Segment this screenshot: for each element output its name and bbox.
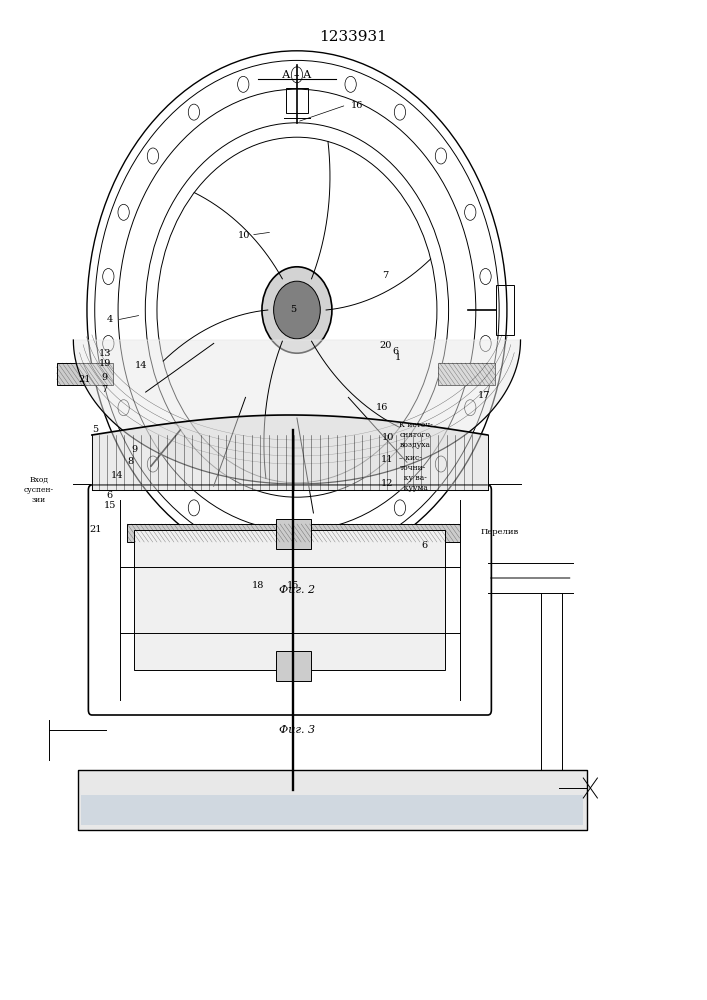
Circle shape <box>395 104 406 120</box>
Text: 18: 18 <box>252 580 264 589</box>
Text: 21: 21 <box>78 375 91 384</box>
Circle shape <box>103 335 114 351</box>
Circle shape <box>436 148 447 164</box>
Ellipse shape <box>262 267 332 353</box>
Text: 1233931: 1233931 <box>320 30 387 44</box>
Text: 8: 8 <box>128 458 134 466</box>
Text: 15: 15 <box>103 500 116 510</box>
Text: 7: 7 <box>382 270 388 279</box>
Text: 1: 1 <box>395 353 401 361</box>
Text: А – А: А – А <box>282 70 312 80</box>
Text: 11: 11 <box>381 456 394 464</box>
Bar <box>276 651 311 681</box>
Bar <box>81 795 583 825</box>
Circle shape <box>436 456 447 472</box>
Circle shape <box>464 400 476 416</box>
Text: 5: 5 <box>291 306 296 314</box>
Bar <box>127 524 460 542</box>
Text: 4: 4 <box>107 316 112 324</box>
Text: 17: 17 <box>478 390 491 399</box>
Text: 20: 20 <box>379 340 392 350</box>
Text: 13: 13 <box>98 349 111 358</box>
Circle shape <box>147 456 158 472</box>
Bar <box>286 88 308 113</box>
Circle shape <box>480 269 491 285</box>
Text: Фиг. 3: Фиг. 3 <box>279 725 315 735</box>
Text: 6: 6 <box>107 490 112 499</box>
Text: Фиг. 2: Фиг. 2 <box>279 585 315 595</box>
Text: 6: 6 <box>421 540 427 550</box>
Bar <box>438 363 495 385</box>
Text: 9: 9 <box>132 446 137 454</box>
Circle shape <box>238 76 249 92</box>
Circle shape <box>103 269 114 285</box>
Circle shape <box>345 76 356 92</box>
Bar <box>134 530 445 670</box>
Text: Перелив: Перелив <box>481 528 519 536</box>
Circle shape <box>291 67 303 83</box>
Text: 15: 15 <box>287 580 300 589</box>
Circle shape <box>395 500 406 516</box>
Text: 16: 16 <box>375 403 388 412</box>
Text: 5: 5 <box>93 426 98 434</box>
Text: 19: 19 <box>98 360 111 368</box>
Text: 9: 9 <box>102 372 107 381</box>
Polygon shape <box>74 340 520 484</box>
Circle shape <box>188 500 199 516</box>
Circle shape <box>291 537 303 553</box>
Bar <box>78 770 587 830</box>
Text: 14: 14 <box>110 472 123 481</box>
Ellipse shape <box>274 281 320 339</box>
Text: 12: 12 <box>381 479 394 488</box>
Text: Вход
суспен-
зии: Вход суспен- зии <box>24 476 54 504</box>
Circle shape <box>147 148 158 164</box>
Text: 10: 10 <box>238 231 250 239</box>
Bar <box>496 285 514 335</box>
Bar <box>57 363 113 385</box>
Circle shape <box>118 400 129 416</box>
Text: 6: 6 <box>392 348 399 357</box>
Text: 7: 7 <box>102 385 107 394</box>
Bar <box>276 519 311 549</box>
Circle shape <box>480 335 491 351</box>
Text: – кис-
точни-
  ку ва-
  куума: – кис- точни- ку ва- куума <box>399 454 428 492</box>
Text: 10: 10 <box>381 432 394 442</box>
Circle shape <box>118 204 129 220</box>
Text: К источ-
снятого
воздуха: К источ- снятого воздуха <box>399 421 433 449</box>
Circle shape <box>188 104 199 120</box>
Circle shape <box>464 204 476 220</box>
Circle shape <box>345 528 356 544</box>
Text: 16: 16 <box>351 101 363 109</box>
Circle shape <box>238 528 249 544</box>
Text: 14: 14 <box>135 360 148 369</box>
Text: 21: 21 <box>89 526 102 534</box>
